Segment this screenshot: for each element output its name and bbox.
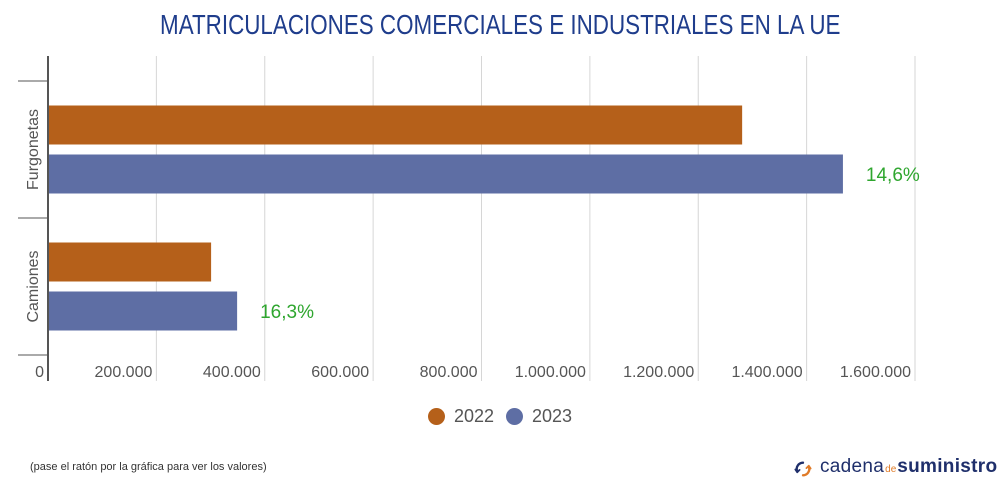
annotations: 14,6% 16,3%	[260, 165, 920, 323]
hover-hint-note: (pase el ratón por la gráfica para ver l…	[30, 461, 267, 473]
x-tick-labels: 0 200.000 400.000 600.000 800.000 1.000.000 1.…	[35, 364, 911, 381]
category-label: Camiones	[25, 250, 42, 322]
bars	[49, 105, 843, 331]
logo-text-de: de	[885, 464, 897, 475]
grid-lines	[155, 56, 916, 381]
x-tick-label: 600.000	[311, 364, 369, 381]
logo-text-suministro: suministro	[897, 456, 998, 477]
category-label: Furgonetas	[25, 109, 42, 190]
legend: 2022 2023	[0, 406, 1000, 427]
x-tick-label: 1.000.000	[515, 364, 586, 381]
bar-camiones-2023	[49, 291, 238, 331]
growth-annotation: 14,6%	[866, 165, 920, 186]
logo-text-cadena: cadena	[820, 456, 885, 477]
cadena-de-suministro-logo: cadena de suministro	[794, 456, 997, 482]
legend-marker-2023	[506, 408, 523, 425]
legend-label-2022: 2022	[453, 406, 494, 426]
bar-furgonetas-2023	[49, 154, 843, 194]
bar-camiones-2022	[49, 242, 212, 282]
legend-item-2022[interactable]: 2022	[427, 406, 494, 427]
x-tick-label: 0	[35, 364, 44, 381]
y-axis	[18, 56, 49, 381]
chart-title: MATRICULACIONES COMERCIALES E INDUSTRIAL…	[159, 9, 841, 40]
legend-label-2023: 2023	[532, 406, 573, 426]
x-tick-label: 800.000	[420, 364, 478, 381]
circular-arrows-icon	[794, 461, 812, 477]
x-tick-label: 200.000	[95, 364, 153, 381]
category-labels: Furgonetas Camiones	[25, 109, 42, 322]
legend-marker-2022	[427, 408, 445, 425]
x-tick-label: 1.400.000	[731, 364, 802, 381]
bar-chart: 0 200.000 400.000 600.000 800.000 1.000.000 1.…	[18, 56, 920, 381]
x-tick-label: 1.600.000	[840, 364, 911, 381]
bar-furgonetas-2022	[49, 105, 743, 145]
legend-item-2023[interactable]: 2023	[506, 406, 572, 427]
growth-annotation: 16,3%	[260, 302, 314, 323]
x-tick-label: 1.200.000	[623, 364, 694, 381]
x-tick-label: 400.000	[203, 364, 261, 381]
